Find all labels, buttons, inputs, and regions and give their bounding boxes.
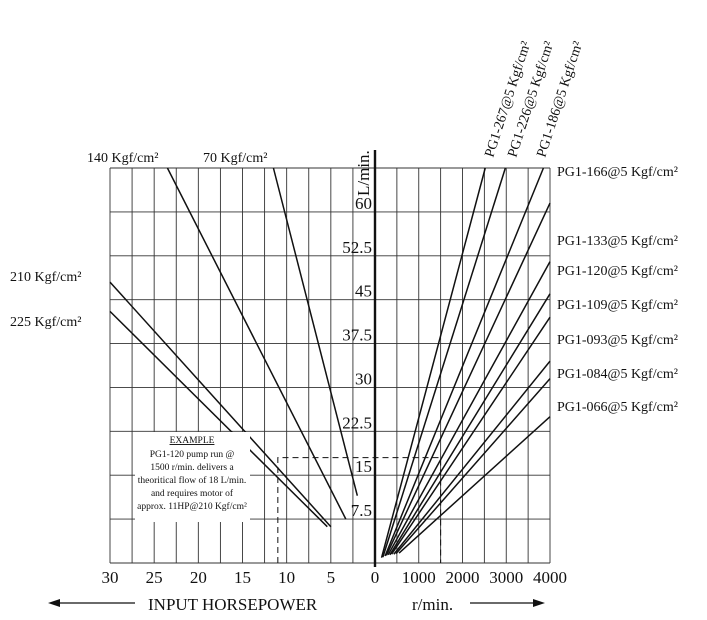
flow-series-line (380, 167, 486, 558)
example-text-line: approx. 11HP@210 Kgf/cm² (137, 501, 247, 512)
y-tick-label: 60 (355, 194, 372, 213)
flow-series-label: PG1-084@5 Kgf/cm² (557, 367, 678, 382)
flow-series-label: PG1-109@5 Kgf/cm² (557, 298, 678, 313)
example-title: EXAMPLE (170, 436, 215, 446)
example-text-line: 1500 r/min. delivers a (150, 463, 234, 473)
x-axis-title-hp: INPUT HORSEPOWER (148, 595, 318, 614)
x-tick-label-hp: 30 (102, 568, 119, 587)
example-text-line: theoritical flow of 18 L/min. (138, 475, 246, 486)
hp-series-line (272, 167, 359, 496)
flow-series-line (389, 293, 551, 556)
x-tick-label-rpm: 2000 (446, 568, 480, 587)
flow-series-label: PG1-093@5 Kgf/cm² (557, 333, 678, 348)
x-axis-title-rpm: r/min. (412, 595, 453, 614)
flow-series-label: PG1-066@5 Kgf/cm² (557, 400, 678, 415)
flow-series-line (384, 167, 545, 557)
flow-series-line (398, 416, 551, 554)
y-tick-label: 7.5 (351, 501, 372, 520)
hp-series-line (109, 281, 332, 528)
y-tick-label: 22.5 (342, 413, 372, 432)
flow-series-line (385, 202, 551, 556)
example-box (135, 432, 250, 522)
x-tick-label-hp: 25 (146, 568, 163, 587)
hp-axis-arrowhead (48, 599, 60, 607)
flow-series-label: PG1-120@5 Kgf/cm² (557, 264, 678, 279)
flow-series-line (393, 360, 551, 555)
rpm-axis-arrowhead (533, 599, 545, 607)
example-text-line: and requires motor of (151, 488, 234, 499)
flow-series-label: PG1-133@5 Kgf/cm² (557, 234, 678, 249)
hp-series-label: 210 Kgf/cm² (10, 270, 81, 285)
x-tick-label-hp: 10 (278, 568, 295, 587)
y-tick-label: 45 (355, 282, 372, 301)
y-tick-label: 30 (355, 369, 372, 388)
flow-series-line (391, 316, 551, 555)
flow-series-line (395, 378, 551, 555)
x-tick-label-rpm: 3000 (489, 568, 523, 587)
hp-series-label: 225 Kgf/cm² (10, 315, 81, 330)
x-tick-label-hp: 5 (327, 568, 336, 587)
y-tick-label: 52.5 (342, 238, 372, 257)
example-guide-line (277, 457, 442, 563)
x-tick-label-hp: 15 (234, 568, 251, 587)
y-tick-label: 15 (355, 457, 372, 476)
x-tick-label-hp: 20 (190, 568, 207, 587)
hp-series-label: 70 Kgf/cm² (203, 151, 267, 166)
hp-series-line (166, 167, 347, 520)
flow-series-line (382, 167, 507, 558)
flow-series-label: PG1-166@5 Kgf/cm² (557, 165, 678, 180)
x-tick-label-hp: 0 (371, 568, 380, 587)
example-text-line: PG1-120 pump run @ (150, 450, 235, 460)
flow-series-line (387, 261, 551, 556)
x-tick-label-rpm: 1000 (402, 568, 436, 587)
y-axis-title: L/min. (354, 150, 373, 196)
x-tick-label-rpm: 4000 (533, 568, 567, 587)
hp-series-label: 140 Kgf/cm² (87, 151, 158, 166)
hp-series-line (109, 310, 328, 528)
y-tick-label: 37.5 (342, 326, 372, 345)
